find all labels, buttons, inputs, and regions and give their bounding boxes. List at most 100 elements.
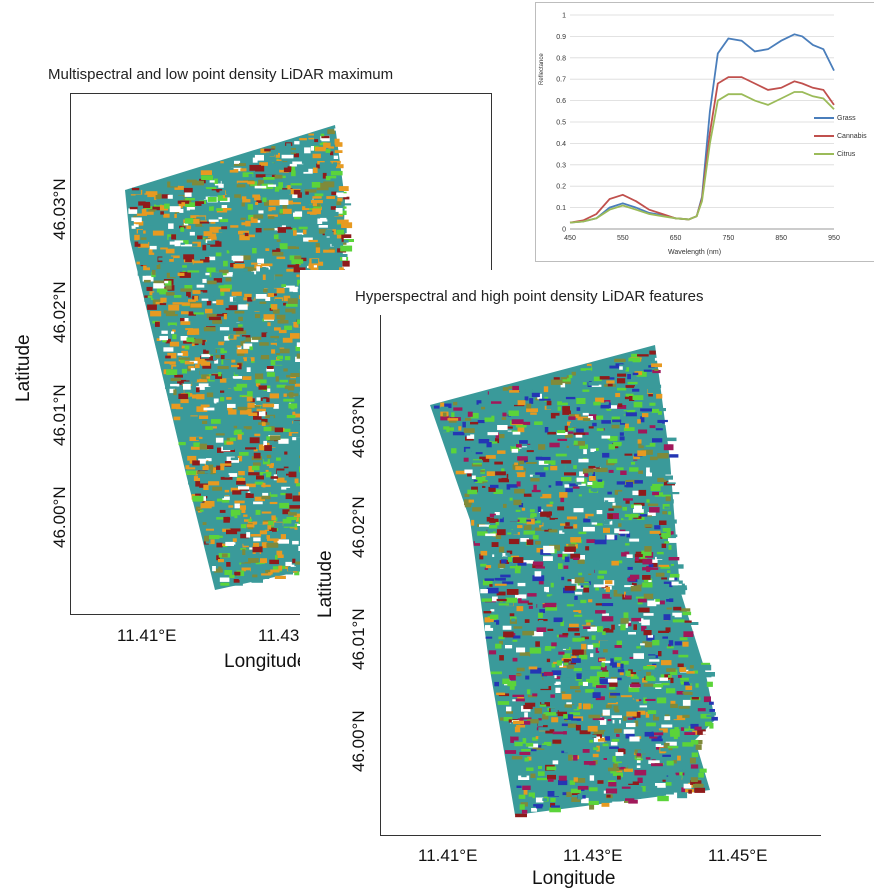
class-patch [247,405,256,411]
class-patch [225,277,232,282]
class-patch [643,369,652,372]
class-patch [532,631,544,637]
class-patch [622,573,627,579]
class-patch [152,292,160,299]
class-patch [626,663,632,667]
class-patch [529,509,535,513]
class-patch [262,459,270,465]
class-patch [567,627,580,632]
class-patch [549,501,554,505]
class-patch [614,358,626,363]
class-patch [579,583,590,586]
class-patch [237,434,242,440]
class-patch [247,444,255,449]
class-patch [330,178,340,181]
class-patch [166,256,174,259]
class-patch [512,385,520,392]
class-patch [674,652,680,657]
class-patch [634,411,642,414]
class-patch [513,557,524,563]
class-patch [165,248,175,254]
class-patch [527,593,537,597]
class-patch [269,435,281,440]
class-patch [174,240,181,247]
class-patch [311,259,319,264]
class-patch [642,398,646,402]
class-patch [612,502,616,507]
class-patch [498,603,509,606]
class-patch [270,158,277,163]
class-patch [260,263,273,267]
class-patch [323,142,331,148]
class-patch [627,566,633,570]
class-patch [581,670,591,676]
class-patch [217,366,229,370]
class-patch [590,384,602,387]
class-patch [253,405,261,410]
class-patch [672,775,682,781]
class-patch [232,490,242,495]
class-patch [533,782,546,787]
class-patch [193,476,198,481]
class-patch [543,556,553,561]
class-patch [331,242,343,247]
class-patch [540,493,552,499]
class-patch [210,375,216,381]
class-patch [694,740,703,745]
class-patch [146,286,153,291]
class-patch [261,564,265,570]
class-patch [578,681,587,687]
class-patch [568,543,576,547]
class-patch [488,390,500,396]
class-patch [538,580,544,585]
class-patch [669,582,673,588]
class-patch [553,661,560,664]
class-patch [234,429,244,435]
class-patch [318,225,328,228]
class-patch [606,607,612,610]
class-patch [614,645,622,648]
class-patch [666,646,674,649]
legend-label-grass: Grass [837,115,856,122]
class-patch [592,643,600,648]
class-patch [520,721,531,725]
class-patch [643,593,654,600]
class-patch [550,412,560,419]
class-patch [609,405,618,409]
class-patch [633,711,641,718]
class-patch [592,480,605,486]
class-patch [645,757,651,760]
class-patch [523,530,536,535]
class-patch [569,783,573,789]
class-patch [182,306,193,310]
class-patch [589,804,595,810]
class-patch [291,484,301,491]
class-patch [587,516,600,519]
class-patch [551,670,562,676]
class-patch [508,675,516,681]
class-patch [288,471,297,478]
class-patch [203,326,210,331]
class-patch [672,574,678,581]
class-patch [642,678,648,683]
class-patch [535,541,541,545]
class-patch [668,492,680,495]
class-patch [208,381,218,387]
class-patch [632,437,637,444]
class-patch [186,179,198,183]
class-patch [303,237,313,242]
class-patch [180,288,192,292]
class-patch [453,401,458,406]
class-patch [252,574,258,578]
class-patch [256,475,264,480]
class-patch [274,174,283,179]
class-patch [684,732,696,735]
class-patch [234,260,244,263]
class-patch [595,461,600,468]
class-patch [647,512,656,516]
class-patch [611,424,620,429]
class-patch [236,242,248,248]
class-patch [340,234,352,238]
class-patch [543,534,552,540]
class-patch [229,231,238,234]
